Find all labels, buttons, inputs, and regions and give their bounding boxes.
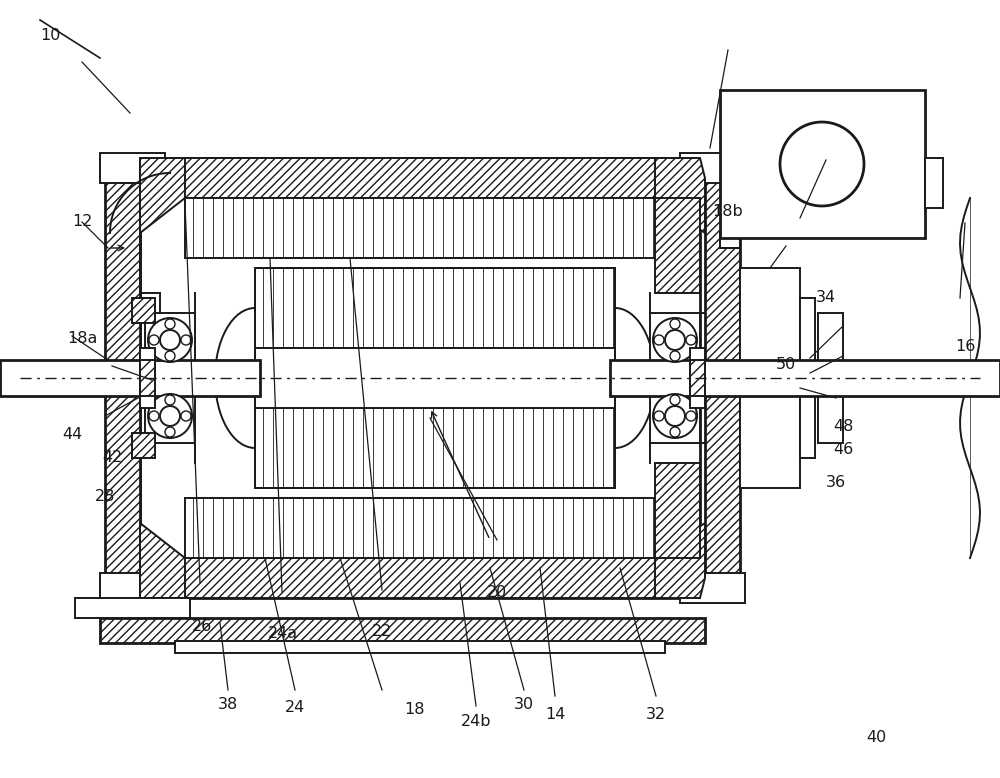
Text: 38: 38 xyxy=(218,696,238,712)
Circle shape xyxy=(149,411,159,421)
Polygon shape xyxy=(655,463,700,558)
Bar xyxy=(690,360,705,396)
Text: 46: 46 xyxy=(833,442,853,457)
Bar xyxy=(100,618,705,643)
Bar xyxy=(140,158,700,198)
Bar xyxy=(740,268,800,488)
Text: 26: 26 xyxy=(192,619,212,634)
Bar xyxy=(690,348,705,408)
Bar xyxy=(255,268,615,488)
Bar xyxy=(800,298,815,458)
Polygon shape xyxy=(140,158,185,233)
Circle shape xyxy=(670,427,680,437)
Circle shape xyxy=(165,427,175,437)
Text: 24: 24 xyxy=(285,700,305,716)
Text: 16: 16 xyxy=(955,338,975,354)
Bar xyxy=(818,313,843,363)
Circle shape xyxy=(165,319,175,329)
Bar xyxy=(140,348,155,408)
Polygon shape xyxy=(132,298,155,323)
Text: 28: 28 xyxy=(95,489,115,504)
Text: 10: 10 xyxy=(40,27,60,43)
Text: 18b: 18b xyxy=(713,204,743,219)
Text: 24b: 24b xyxy=(461,714,491,730)
Circle shape xyxy=(670,395,680,405)
Bar xyxy=(145,313,195,443)
Text: 18a: 18a xyxy=(67,331,97,346)
Circle shape xyxy=(653,318,697,362)
Bar xyxy=(818,393,843,443)
Bar xyxy=(140,158,700,598)
Polygon shape xyxy=(655,523,705,598)
Bar xyxy=(105,178,140,578)
Text: 44: 44 xyxy=(62,426,82,442)
Bar xyxy=(140,158,700,598)
Circle shape xyxy=(149,335,159,345)
Bar xyxy=(720,233,740,248)
Text: 20: 20 xyxy=(487,585,507,601)
Circle shape xyxy=(165,395,175,405)
Polygon shape xyxy=(655,158,705,233)
Text: 24a: 24a xyxy=(268,626,298,641)
Circle shape xyxy=(686,335,696,345)
Bar xyxy=(650,313,700,443)
Text: 30: 30 xyxy=(514,696,534,712)
Text: 42: 42 xyxy=(102,450,122,465)
Bar xyxy=(805,363,820,393)
Polygon shape xyxy=(925,158,943,208)
Circle shape xyxy=(665,330,685,350)
Bar xyxy=(175,641,665,653)
Bar xyxy=(610,360,1000,396)
Bar xyxy=(100,573,165,603)
Circle shape xyxy=(653,394,697,438)
Polygon shape xyxy=(655,198,700,293)
Bar xyxy=(720,90,925,238)
Text: 34: 34 xyxy=(816,289,836,305)
Text: 32: 32 xyxy=(646,706,666,722)
Bar xyxy=(75,598,190,618)
Circle shape xyxy=(670,351,680,361)
Bar xyxy=(680,573,745,603)
Circle shape xyxy=(670,319,680,329)
Polygon shape xyxy=(132,433,155,458)
Circle shape xyxy=(665,406,685,426)
Bar xyxy=(680,153,745,183)
Text: 50: 50 xyxy=(776,356,796,372)
Circle shape xyxy=(181,411,191,421)
Bar xyxy=(100,153,165,183)
Bar xyxy=(255,348,615,408)
Circle shape xyxy=(780,122,864,206)
Text: 14: 14 xyxy=(545,706,565,722)
Bar xyxy=(255,408,615,488)
Bar xyxy=(185,498,655,558)
Circle shape xyxy=(160,330,180,350)
Circle shape xyxy=(160,406,180,426)
Bar xyxy=(140,558,700,598)
Circle shape xyxy=(181,335,191,345)
Text: 40: 40 xyxy=(866,730,886,745)
Circle shape xyxy=(686,411,696,421)
Bar xyxy=(0,360,260,396)
Bar xyxy=(140,360,155,396)
Bar xyxy=(255,268,615,348)
Polygon shape xyxy=(140,523,185,598)
Circle shape xyxy=(148,318,192,362)
Text: 36: 36 xyxy=(826,475,846,490)
Circle shape xyxy=(654,335,664,345)
Circle shape xyxy=(165,351,175,361)
Circle shape xyxy=(654,411,664,421)
Bar xyxy=(185,198,655,258)
Circle shape xyxy=(148,394,192,438)
Text: 48: 48 xyxy=(833,419,853,434)
Text: 12: 12 xyxy=(72,214,92,230)
Text: 22: 22 xyxy=(372,624,392,640)
Text: 18: 18 xyxy=(405,702,425,717)
Bar xyxy=(705,178,740,578)
